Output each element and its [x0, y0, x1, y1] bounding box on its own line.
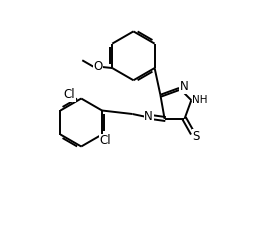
Text: N: N [144, 110, 153, 123]
Text: NH: NH [192, 95, 208, 105]
Text: O: O [93, 61, 102, 73]
Text: N: N [180, 80, 188, 93]
Text: S: S [192, 130, 200, 142]
Text: Cl: Cl [64, 88, 76, 101]
Text: Cl: Cl [100, 134, 111, 147]
